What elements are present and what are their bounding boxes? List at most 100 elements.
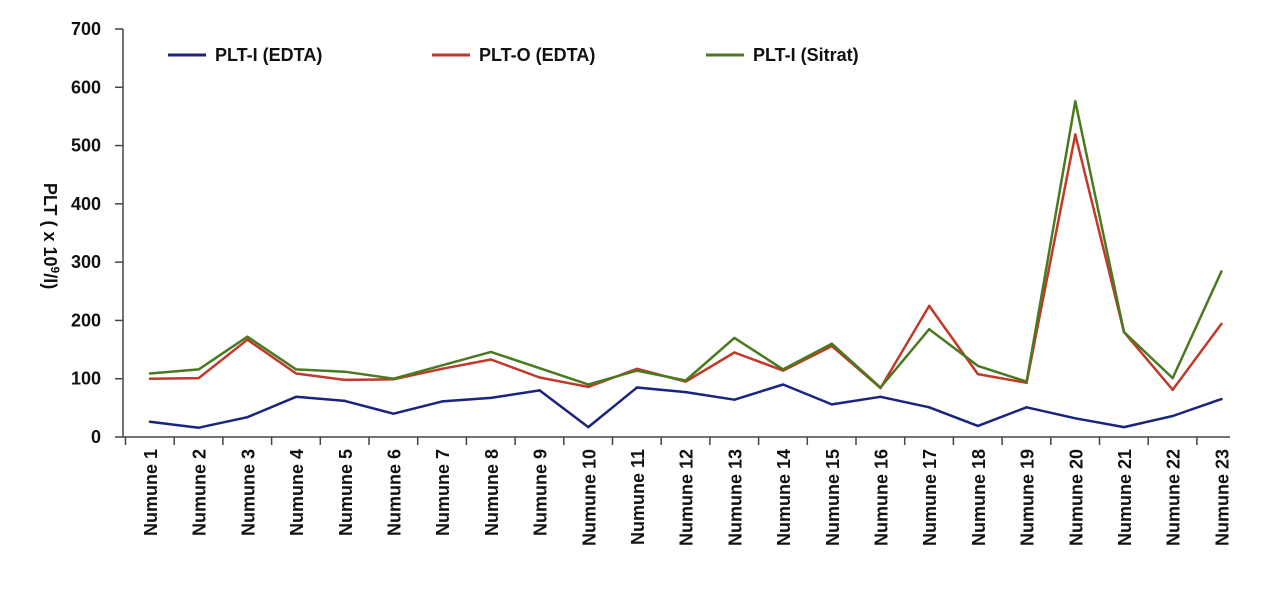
- data-point: [1220, 322, 1223, 326]
- data-point: [1074, 100, 1077, 103]
- x-tick-label: Numune 11: [628, 449, 648, 545]
- data-point: [489, 350, 493, 354]
- y-tick-label: 700: [71, 19, 101, 39]
- data-point: [294, 368, 298, 371]
- data-point: [148, 420, 152, 424]
- data-point: [928, 327, 931, 331]
- data-point: [197, 368, 200, 371]
- y-tick-label: 500: [71, 136, 101, 156]
- data-point: [197, 376, 200, 380]
- x-tick-label: Numune 17: [920, 449, 940, 546]
- data-point: [976, 364, 980, 368]
- data-point: [587, 385, 590, 389]
- data-point: [294, 395, 298, 398]
- y-axis-title-superscript: 9: [48, 267, 62, 274]
- y-axis-title-suffix: /l): [40, 273, 60, 289]
- data-point: [1025, 406, 1028, 409]
- data-point: [197, 426, 200, 429]
- data-point: [587, 425, 590, 429]
- data-point: [1171, 376, 1174, 380]
- data-point: [635, 386, 639, 389]
- data-point: [1074, 133, 1077, 136]
- data-point: [343, 370, 346, 373]
- series-line: [148, 133, 1223, 392]
- data-point: [781, 368, 785, 371]
- series-group: [148, 100, 1223, 389]
- data-point: [538, 367, 541, 370]
- x-tick-label: Numune 12: [677, 449, 697, 546]
- data-point: [246, 415, 249, 419]
- legend-item: PLT-I (Sitrat): [706, 45, 859, 65]
- data-point: [392, 412, 395, 415]
- y-tick-label: 200: [71, 310, 101, 330]
- series-line: [148, 100, 1223, 389]
- data-point: [928, 304, 931, 308]
- data-point: [392, 377, 395, 380]
- x-tick-label: Numune 2: [190, 449, 210, 536]
- data-point: [733, 351, 736, 354]
- data-point: [830, 342, 833, 345]
- y-tick-label: 300: [71, 252, 101, 272]
- x-tick-label: Numune 21: [1115, 449, 1135, 546]
- series-group: [148, 133, 1223, 392]
- data-point: [830, 403, 833, 406]
- x-tick-label: Numune 16: [872, 449, 892, 546]
- x-tick-label: Numune 6: [385, 449, 405, 536]
- data-point: [441, 364, 444, 367]
- data-point: [733, 336, 736, 340]
- data-point: [1122, 425, 1126, 429]
- x-tick-label: Numune 3: [238, 449, 258, 536]
- x-tick-label: Numune 19: [1018, 449, 1038, 546]
- data-point: [1025, 380, 1028, 383]
- x-tick-label: Numune 22: [1164, 449, 1184, 546]
- y-axis-title: PLT ( x 109/l): [40, 183, 62, 289]
- data-point: [148, 372, 152, 375]
- legend-label: PLT-O (EDTA): [479, 45, 595, 65]
- data-point: [1171, 414, 1174, 418]
- y-tick-label: 100: [71, 369, 101, 389]
- y-tick-label: 600: [71, 77, 101, 97]
- data-point: [538, 389, 541, 392]
- data-point: [976, 372, 980, 376]
- data-point: [1171, 388, 1174, 391]
- data-point: [684, 379, 687, 382]
- data-point: [684, 390, 687, 394]
- data-point: [538, 376, 541, 379]
- y-axis: 0 100 200 300 400 500 600 700: [71, 19, 124, 447]
- x-tick-label: Numune 20: [1066, 449, 1086, 546]
- data-point: [1122, 330, 1126, 334]
- x-tick-label: Numune 13: [725, 449, 745, 546]
- x-tick-label: Numune 10: [579, 449, 599, 546]
- data-point: [635, 367, 639, 371]
- data-point: [635, 369, 639, 372]
- series-group: [148, 383, 1223, 429]
- x-tick-label: Numune 18: [969, 449, 989, 546]
- y-axis-title-prefix: PLT ( x 10: [40, 183, 60, 267]
- legend-item: PLT-I (EDTA): [168, 45, 322, 65]
- x-tick-label: Numune 5: [336, 449, 356, 536]
- data-point: [733, 398, 736, 401]
- legend: PLT-I (EDTA) PLT-O (EDTA) PLT-I (Sitrat): [168, 45, 859, 65]
- data-point: [879, 395, 882, 398]
- x-tick-label: Numune 4: [287, 449, 307, 536]
- data-point: [246, 338, 249, 341]
- data-point: [1220, 270, 1223, 273]
- data-point: [928, 406, 931, 409]
- x-tick-label: Numune 15: [823, 449, 843, 546]
- data-point: [781, 383, 785, 386]
- data-point: [879, 386, 882, 389]
- x-tick-label: Numune 23: [1212, 449, 1232, 546]
- data-point: [343, 399, 346, 403]
- y-tick-label: 0: [91, 427, 101, 447]
- data-point: [441, 400, 444, 403]
- data-point: [343, 378, 346, 382]
- x-tick-label: Numune 8: [482, 449, 502, 536]
- x-tick-label: Numune 1: [141, 449, 161, 536]
- legend-label: PLT-I (Sitrat): [753, 45, 859, 65]
- data-point: [148, 377, 152, 380]
- legend-item: PLT-O (EDTA): [432, 45, 595, 65]
- x-tick-label: Numune 7: [433, 449, 453, 536]
- data-point: [294, 372, 298, 375]
- y-tick-label: 400: [71, 194, 101, 214]
